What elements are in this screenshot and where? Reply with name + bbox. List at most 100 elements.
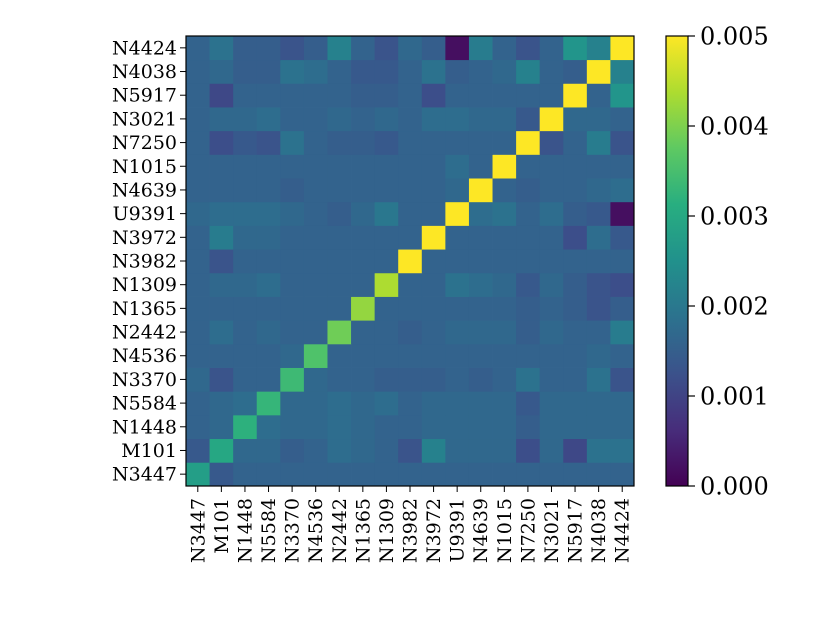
heatmap-cell	[563, 83, 588, 108]
heatmap-cell	[563, 367, 588, 392]
heatmap-cell	[209, 272, 234, 297]
heatmap-cell	[586, 462, 611, 487]
y-tick-label: N3370	[112, 369, 177, 391]
heatmap-cell	[516, 367, 541, 392]
heatmap-cell	[186, 83, 210, 108]
heatmap-cell	[539, 462, 564, 487]
heatmap-cell	[398, 391, 423, 416]
heatmap-cell	[351, 414, 376, 440]
heatmap-cell	[492, 107, 517, 132]
heatmap-cell	[374, 343, 399, 368]
heatmap-cell	[209, 296, 234, 321]
heatmap-cell	[398, 414, 423, 440]
heatmap-cell	[445, 391, 470, 416]
x-tick-label: N1309	[376, 498, 398, 563]
heatmap-cell	[516, 320, 541, 345]
colorbar-tick-label: 0.000	[700, 473, 769, 501]
heatmap-cell	[303, 225, 328, 250]
heatmap-cell	[209, 249, 234, 274]
heatmap-cell	[516, 154, 541, 179]
heatmap-cell	[280, 367, 305, 392]
heatmap-cell	[233, 201, 258, 226]
heatmap-cell	[256, 462, 281, 487]
heatmap-cell	[586, 320, 611, 345]
heatmap-cell	[610, 320, 635, 345]
heatmap-cell	[563, 462, 588, 487]
heatmap-cell	[516, 59, 541, 84]
heatmap-cell	[186, 36, 210, 61]
heatmap-cell	[327, 107, 352, 132]
heatmap-cell	[421, 107, 446, 132]
heatmap-cell	[351, 296, 376, 321]
heatmap-cell	[351, 130, 376, 155]
heatmap-cell	[516, 130, 541, 155]
heatmap-cell	[233, 59, 258, 84]
heatmap-cell	[610, 107, 635, 132]
heatmap-cell	[256, 414, 281, 440]
heatmap-cell	[351, 391, 376, 416]
heatmap-cell	[468, 438, 493, 463]
heatmap-cell	[492, 59, 517, 84]
heatmap-cell	[233, 343, 258, 368]
heatmap-cell	[280, 201, 305, 226]
heatmap-cell	[398, 462, 423, 487]
heatmap-cell	[516, 462, 541, 487]
heatmap-cell	[351, 178, 376, 203]
heatmap-cell	[351, 154, 376, 179]
heatmap-cell	[610, 272, 635, 297]
heatmap-cell	[586, 154, 611, 179]
heatmap-cell	[563, 438, 588, 463]
heatmap-cell	[327, 83, 352, 108]
heatmap-cell	[233, 36, 258, 61]
x-tick-label: N4038	[588, 498, 610, 563]
heatmap-cell	[233, 249, 258, 274]
heatmap-cell	[586, 225, 611, 250]
y-tick-label: N1448	[112, 416, 177, 438]
x-tick-label: N3972	[423, 498, 445, 563]
heatmap-cell	[256, 154, 281, 179]
heatmap-cell	[539, 249, 564, 274]
heatmap-cell	[303, 154, 328, 179]
heatmap-cell	[539, 343, 564, 368]
heatmap-cell	[563, 59, 588, 84]
x-tick-label: N4639	[470, 498, 492, 563]
heatmap-cell	[492, 272, 517, 297]
heatmap-cell	[492, 367, 517, 392]
heatmap-cell	[303, 367, 328, 392]
heatmap-cell	[445, 59, 470, 84]
heatmap-cell	[586, 414, 611, 440]
heatmap-cell	[256, 201, 281, 226]
heatmap-cell	[445, 225, 470, 250]
heatmap-cell	[327, 296, 352, 321]
heatmap-cell	[351, 343, 376, 368]
heatmap-cell	[586, 59, 611, 84]
heatmap-cell	[374, 391, 399, 416]
y-tick-label: N4536	[112, 345, 177, 367]
heatmap-cell	[492, 438, 517, 463]
y-tick-label: N3982	[112, 251, 177, 273]
heatmap-cell	[327, 178, 352, 203]
heatmap-cell	[186, 249, 210, 274]
heatmap-cell	[398, 107, 423, 132]
heatmap-cell	[280, 296, 305, 321]
heatmap-cell	[468, 320, 493, 345]
heatmap-cell	[327, 225, 352, 250]
heatmap-cell	[610, 296, 635, 321]
heatmap-cell	[209, 367, 234, 392]
heatmap-cell	[468, 225, 493, 250]
heatmap-cell	[563, 343, 588, 368]
heatmap-cell	[492, 249, 517, 274]
heatmap-cell	[327, 154, 352, 179]
heatmap-cell	[468, 343, 493, 368]
heatmap-cell	[233, 225, 258, 250]
heatmap-cell	[186, 391, 210, 416]
x-tick-label: N1015	[494, 498, 516, 563]
y-tick-label: N3447	[112, 464, 177, 486]
x-tick-label: N5584	[258, 498, 280, 563]
heatmap-cell	[303, 83, 328, 108]
heatmap-cell	[351, 107, 376, 132]
heatmap-cell	[516, 414, 541, 440]
heatmap-cell	[280, 391, 305, 416]
heatmap-cell	[186, 59, 210, 84]
x-tick-label: N1448	[234, 498, 256, 563]
